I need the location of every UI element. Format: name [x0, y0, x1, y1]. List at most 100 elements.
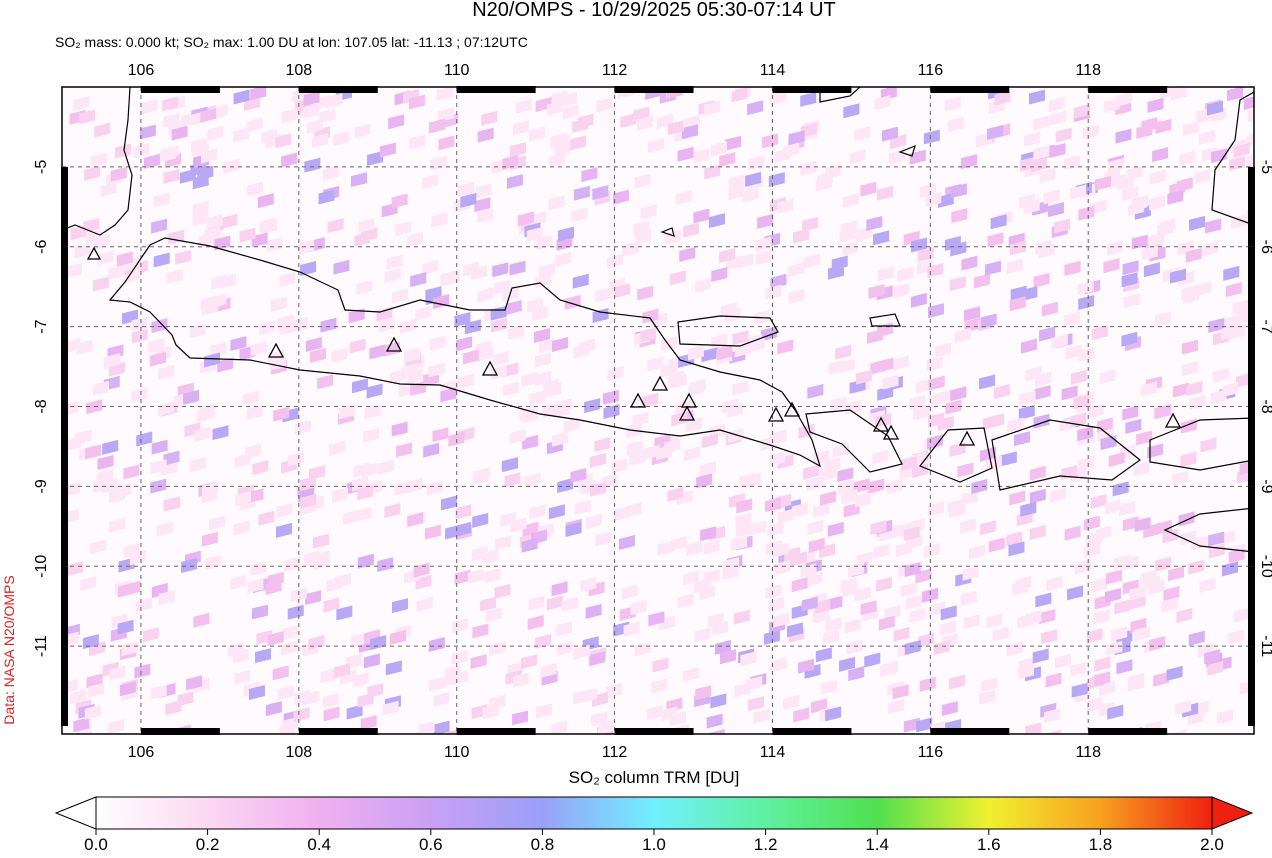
so2-pixel: [300, 493, 317, 509]
so2-pixel: [551, 581, 568, 597]
so2-pixel: [712, 620, 729, 636]
so2-pixel: [239, 227, 256, 243]
subtitle: SO₂ mass: 0.000 kt; SO₂ max: 1.00 DU at …: [55, 34, 528, 50]
so2-pixel: [1188, 630, 1205, 646]
so2-pixel: [1035, 592, 1052, 608]
so2-pixel: [1175, 699, 1192, 715]
colorbar-tick-label: 1.0: [642, 835, 666, 853]
so2-pixel: [928, 501, 945, 517]
so2-pixel: [76, 339, 93, 355]
so2-pixel: [806, 475, 823, 491]
so2-pixel: [378, 317, 395, 333]
so2-pixel: [485, 607, 502, 623]
so2-pixel: [1157, 221, 1174, 237]
so2-pixel: [470, 654, 487, 670]
so2-pixel: [854, 126, 871, 142]
so2-pixel: [477, 287, 494, 303]
so2-pixel: [735, 522, 752, 538]
so2-pixel: [1064, 155, 1081, 171]
so2-pixel: [123, 542, 140, 558]
so2-pixel: [493, 279, 510, 295]
so2-pixel: [922, 587, 939, 603]
so2-pixel: [1048, 96, 1065, 112]
so2-pixel: [647, 138, 664, 154]
so2-pixel: [634, 173, 651, 189]
so2-pixel: [304, 157, 321, 173]
so2-pixel: [1020, 501, 1037, 517]
so2-pixel: [1074, 559, 1091, 575]
so2-pixel: [142, 627, 159, 643]
so2-pixel: [250, 561, 267, 577]
so2-pixel: [73, 717, 90, 733]
so2-pixel: [119, 681, 136, 697]
so2-pixel: [917, 247, 934, 263]
so2-pixel: [1009, 296, 1026, 312]
so2-pixel: [1077, 280, 1094, 296]
so2-pixel: [530, 211, 547, 227]
islet: [660, 144, 916, 327]
so2-pixel: [594, 437, 611, 453]
so2-pixel: [842, 241, 859, 257]
so2-pixel: [451, 649, 468, 665]
so2-pixel: [546, 595, 563, 611]
so2-pixel: [670, 536, 687, 552]
so2-pixel: [677, 146, 694, 162]
so2-pixel: [204, 352, 221, 368]
so2-pixel: [968, 544, 985, 560]
so2-pixel: [1121, 331, 1138, 347]
so2-pixel: [157, 401, 174, 417]
so2-pixel: [97, 250, 114, 266]
so2-pixel: [1188, 559, 1205, 575]
so2-pixel: [860, 600, 877, 616]
so2-pixel: [557, 478, 574, 494]
so2-pixel: [630, 600, 647, 616]
so2-pixel: [962, 565, 979, 581]
so2-pixel: [1129, 585, 1146, 601]
so2-pixel: [555, 621, 572, 637]
so2-pixel: [1246, 154, 1254, 168]
so2-pixel: [960, 590, 977, 606]
so2-pixel: [592, 185, 609, 201]
so2-pixel: [266, 237, 283, 253]
so2-pixel: [933, 640, 950, 656]
so2-pixel: [777, 198, 794, 214]
so2-pixel: [979, 374, 996, 390]
so2-pixel: [1252, 275, 1254, 287]
so2-pixel: [572, 117, 589, 133]
so2-pixel: [570, 467, 587, 483]
so2-pixel: [910, 292, 927, 308]
so2-pixel: [536, 234, 553, 250]
so2-pixel: [950, 183, 967, 199]
so2-pixel: [502, 457, 519, 473]
so2-pixel: [74, 243, 91, 259]
so2-pixel: [331, 347, 348, 363]
so2-pixel: [893, 626, 910, 642]
so2-pixel: [284, 556, 301, 572]
so2-pixel: [1223, 265, 1240, 281]
so2-pixel: [267, 631, 284, 647]
so2-pixel: [109, 517, 126, 533]
so2-pixel: [1039, 167, 1056, 183]
so2-pixel: [622, 241, 639, 257]
so2-pixel: [346, 704, 363, 720]
so2-pixel: [962, 490, 979, 506]
so2-pixel: [528, 595, 545, 611]
so2-pixel: [477, 207, 494, 223]
so2-pixel: [1107, 704, 1124, 720]
so2-pixel: [892, 355, 909, 371]
so2-pixel: [870, 520, 887, 536]
so2-pixel: [675, 190, 692, 206]
so2-pixel: [385, 660, 402, 676]
so2-pixel: [1163, 586, 1180, 602]
x-tick-bar: [456, 86, 536, 93]
so2-pixel: [909, 149, 926, 165]
so2-pixel: [457, 373, 474, 389]
so2-pixel: [755, 236, 772, 252]
so2-pixel: [79, 109, 96, 125]
so2-pixel: [1000, 451, 1017, 467]
so2-pixel: [395, 220, 412, 236]
so2-pixel: [1176, 607, 1193, 623]
so2-pixel: [848, 666, 865, 682]
so2-pixel: [65, 263, 82, 279]
so2-pixel: [217, 357, 234, 373]
